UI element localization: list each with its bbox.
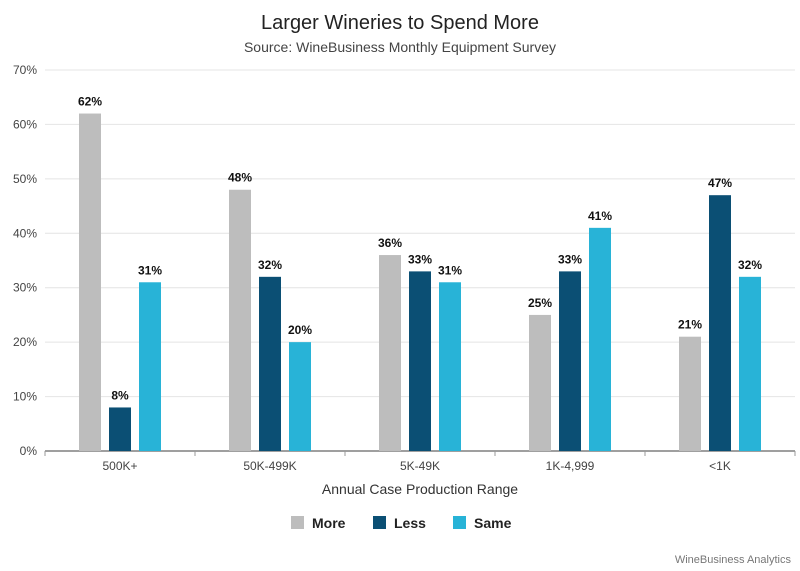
data-label: 32%: [738, 258, 762, 272]
data-labels: 62% 8% 31% 48% 32% 20% 36% 33% 31% 25% 33% 41% 21% 47…: [78, 95, 762, 403]
chart-title: Larger Wineries to Spend More: [261, 12, 539, 34]
bar-more: [379, 255, 401, 451]
x-tick-label: <1K: [709, 459, 731, 473]
bar-same: [439, 282, 461, 451]
bar-same: [139, 282, 161, 451]
legend-label-less: Less: [394, 515, 426, 531]
bar-same: [289, 342, 311, 451]
y-tick-label: 60%: [13, 117, 37, 131]
data-label: 20%: [288, 323, 312, 337]
bar-more: [679, 336, 701, 451]
legend: More Less Same: [291, 515, 512, 531]
bar-same: [589, 227, 611, 451]
x-tick-label: 1K-4,999: [546, 459, 595, 473]
x-tick-label: 50K-499K: [243, 459, 296, 473]
data-label: 31%: [438, 263, 462, 277]
data-label: 21%: [678, 318, 702, 332]
legend-swatch-more: [291, 516, 304, 529]
gridlines: [45, 69, 795, 452]
data-label: 36%: [378, 236, 402, 250]
x-axis-title: Annual Case Production Range: [322, 481, 518, 497]
chart-subtitle: Source: WineBusiness Monthly Equipment S…: [244, 39, 556, 55]
data-label: 41%: [588, 209, 612, 223]
bars: [79, 113, 761, 452]
data-label: 32%: [258, 258, 282, 272]
y-tick-label: 30%: [13, 281, 37, 295]
bar-less: [109, 407, 131, 451]
bar-same: [739, 276, 761, 451]
y-tick-label: 10%: [13, 390, 37, 404]
y-tick-label: 0%: [20, 444, 38, 458]
y-tick-label: 50%: [13, 172, 37, 186]
y-tick-label: 20%: [13, 335, 37, 349]
data-label: 25%: [528, 296, 552, 310]
bar-less: [559, 271, 581, 451]
data-label: 31%: [138, 263, 162, 277]
bar-more: [229, 189, 251, 451]
bar-less: [259, 276, 281, 451]
data-label: 47%: [708, 176, 732, 190]
data-label: 8%: [111, 388, 129, 402]
y-tick-label: 70%: [13, 63, 37, 77]
x-tick-label: 500K+: [102, 459, 137, 473]
data-label: 33%: [558, 252, 582, 266]
axes: 0% 10% 20% 30% 40% 50% 60% 70% 500K+ 50K-499K 5K-4…: [13, 63, 796, 473]
bar-more: [79, 113, 101, 452]
legend-swatch-same: [453, 516, 466, 529]
bar-more: [529, 314, 551, 451]
data-label: 62%: [78, 95, 102, 109]
bar-less: [409, 271, 431, 451]
y-tick-label: 40%: [13, 226, 37, 240]
credit-text: WineBusiness Analytics: [675, 554, 792, 566]
legend-swatch-less: [373, 516, 386, 529]
legend-label-same: Same: [474, 515, 512, 531]
legend-label-more: More: [312, 515, 346, 531]
bar-less: [709, 195, 731, 451]
data-label: 33%: [408, 252, 432, 266]
x-tick-label: 5K-49K: [400, 459, 440, 473]
data-label: 48%: [228, 171, 252, 185]
